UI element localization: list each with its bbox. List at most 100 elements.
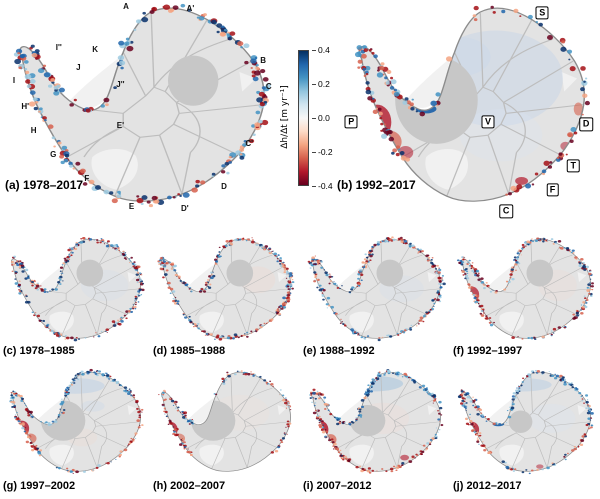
site-label-F: F — [546, 183, 559, 197]
coastline — [461, 238, 591, 339]
panel-j: (j) 2012–2017 — [451, 366, 600, 499]
interior-overlays — [36, 241, 141, 336]
antarctica-map-j — [457, 369, 594, 475]
antarctica-map-a — [13, 3, 271, 208]
elevation-change-speckles — [307, 236, 446, 342]
ice-shelves — [70, 57, 257, 190]
panel-g: (g) 1997–2002 — [1, 366, 150, 499]
sector-label-C-prime: C' — [245, 138, 254, 148]
sector-label-I-dblprime: I'' — [55, 42, 62, 52]
site-label-D: D — [579, 117, 593, 131]
panel-caption-f: (f) 1992–1997 — [453, 345, 523, 357]
colorbar: Δh/Δt [m yr⁻¹] 0.4 0.2 0.0 -0.2 -0.4 — [280, 45, 337, 200]
site-label-S: S — [535, 6, 549, 20]
antarctica-map-e — [307, 236, 446, 342]
elevation-change-speckles — [157, 237, 295, 341]
sector-label-D: D — [221, 182, 227, 192]
ice-shelves — [188, 397, 287, 466]
sector-label-I: I — [12, 75, 16, 85]
sector-label-F: F — [84, 173, 90, 183]
interior-overlays — [336, 241, 441, 336]
site-label-T: T — [566, 159, 580, 173]
panel-caption-c: (c) 1978–1985 — [3, 345, 75, 357]
panel-a: A A' B C C' D D' E E' F G H H' I I'' J J'' K (a) 1978–2017 — [0, 0, 283, 232]
site-label-P: P — [344, 115, 358, 129]
ice-shelves — [38, 264, 137, 333]
panel-caption-g: (g) 1997–2002 — [3, 480, 76, 492]
elevation-change-speckles — [308, 369, 444, 474]
site-label-V: V — [481, 115, 495, 129]
antarctica-map-h — [158, 370, 292, 472]
ice-shelves — [488, 397, 587, 466]
sector-label-D-prime: D' — [180, 204, 189, 214]
antarctica-map-i — [308, 369, 444, 474]
interior-overlays — [186, 241, 291, 336]
panel-caption-a: (a) 1978–2017 — [5, 178, 84, 192]
panel-b: S V D T F C P (b) 1992–2017 — [337, 0, 600, 232]
antarctica-map-b — [354, 5, 590, 202]
antarctica-map-g — [9, 368, 144, 474]
panel-caption-h: (h) 2002–2007 — [153, 480, 226, 492]
elevation-change-speckles — [354, 5, 590, 196]
sector-label-J-dblprime: J'' — [116, 80, 125, 90]
colorbar-ticks: 0.4 0.2 0.0 -0.2 -0.4 — [281, 45, 337, 200]
elevation-change-speckles — [10, 236, 145, 342]
colorbar-gradient-bar — [298, 50, 309, 186]
panel-caption-i: (i) 2007–2012 — [303, 480, 372, 492]
panel-d: (d) 1985–1988 — [151, 233, 300, 366]
continent-shape — [19, 8, 265, 202]
polar-data-gap — [508, 410, 533, 433]
sector-label-E-prime: E' — [116, 121, 125, 131]
colorbar-tick-2: 0.0 — [312, 113, 330, 123]
ice-shelves — [38, 397, 137, 466]
elevation-change-speckles — [13, 3, 271, 208]
polar-data-gap — [376, 259, 404, 287]
panel-i: (i) 2007–2012 — [301, 366, 450, 499]
continent-shape — [11, 239, 141, 339]
colorbar-tick-0: 0.4 — [312, 45, 330, 55]
sector-label-G: G — [50, 149, 57, 159]
coastline — [11, 371, 141, 472]
panel-caption-b: (b) 1992–2017 — [337, 178, 416, 192]
interior-overlays — [66, 13, 264, 197]
panel-f: (f) 1992–1997 — [451, 233, 600, 366]
sector-label-J: J — [76, 62, 81, 72]
sector-label-A: A — [123, 1, 129, 11]
sector-label-C: C — [265, 82, 272, 92]
elevation-change-speckles — [457, 369, 594, 475]
polar-data-gap — [226, 259, 254, 287]
polar-data-gap — [168, 55, 219, 106]
ice-shelves — [188, 264, 287, 333]
ice-shelves — [488, 264, 587, 333]
sector-label-B: B — [260, 56, 267, 66]
colorbar-tick-1: 0.2 — [312, 79, 330, 89]
antarctica-map-c — [10, 236, 145, 342]
polar-data-gap — [76, 259, 104, 287]
coastline — [19, 7, 265, 202]
continent-shape — [161, 239, 291, 339]
panel-caption-j: (j) 2012–2017 — [453, 480, 522, 492]
panel-c: (c) 1978–1985 — [1, 233, 150, 366]
colorbar-tick-4: -0.4 — [312, 181, 333, 191]
elevation-change-speckles — [456, 237, 594, 341]
basin-boundaries — [66, 13, 264, 197]
panel-e: (e) 1988–1992 — [301, 233, 450, 366]
sector-label-H-prime: H' — [21, 101, 30, 111]
colorbar-tick-3: -0.2 — [312, 147, 333, 157]
panel-h: (h) 2002–2007 — [151, 366, 300, 499]
elevation-change-speckles — [9, 368, 144, 474]
site-label-C: C — [499, 204, 513, 219]
continent-shape — [461, 239, 591, 339]
antarctica-map-d — [157, 237, 295, 341]
antarctica-map-f — [456, 237, 594, 341]
panel-caption-d: (d) 1985–1988 — [153, 345, 226, 357]
panel-caption-e: (e) 1988–1992 — [303, 345, 375, 357]
sector-label-A-prime: A' — [186, 3, 195, 13]
elevation-change-speckles — [158, 370, 292, 457]
sector-label-E: E — [128, 202, 135, 212]
sector-label-H: H — [30, 125, 37, 135]
continent-shape — [311, 239, 441, 339]
ice-shelves — [338, 397, 437, 466]
polar-data-gap — [526, 259, 554, 287]
